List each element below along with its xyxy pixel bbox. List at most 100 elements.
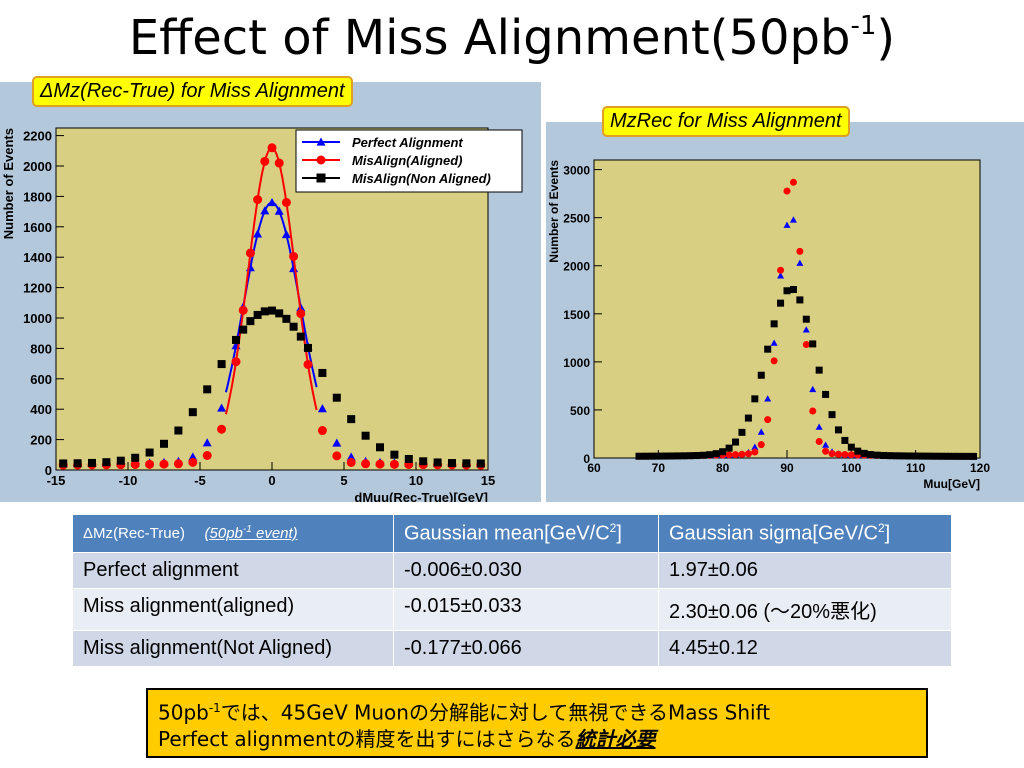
data-point [950, 452, 958, 460]
data-point [296, 309, 306, 319]
x-tick-label: 110 [906, 461, 926, 475]
series-square [59, 306, 485, 468]
data-point [725, 451, 733, 459]
x-tick-label: -5 [194, 473, 206, 488]
x-tick-label: 100 [841, 461, 861, 475]
data-point [674, 452, 682, 460]
data-point [253, 310, 262, 319]
data-point [815, 366, 823, 374]
data-point [145, 459, 155, 469]
left-histogram: 0 200 400 600 800 1000 1200 1400 1600 1800 2000 220… [1, 127, 523, 505]
data-point [267, 143, 277, 153]
data-point [873, 451, 881, 459]
data-point [267, 197, 277, 207]
data-point [822, 390, 830, 398]
data-point [751, 395, 759, 403]
data-point [246, 317, 255, 326]
data-point [232, 335, 240, 344]
data-point [789, 286, 797, 294]
table-row: Miss alignment(aligned) -0.015±0.033 2.3… [72, 587, 952, 631]
header-label: ΔMz(Rec-True) [83, 525, 185, 542]
x-tick-label: -10 [119, 473, 138, 488]
data-point [661, 452, 669, 460]
data-point [783, 287, 791, 295]
data-point [281, 230, 291, 239]
data-point [375, 459, 385, 469]
series-square [635, 286, 978, 460]
data-point [783, 221, 791, 228]
data-point [131, 453, 140, 462]
note-line-1: 50pb-1では、45GeV Muonの分解能に対して無視できるMass Shi… [158, 700, 771, 725]
data-point [332, 393, 341, 402]
header-mean-cell: Gaussian mean[GeV/C2] [393, 514, 659, 553]
data-point [303, 359, 313, 369]
right-histogram: 0 500 1000 1500 2000 2500 3000 60 70 80 90 100 110 12… [547, 159, 990, 491]
y-tick-label: 0 [583, 452, 590, 466]
data-point [253, 195, 263, 205]
data-point [770, 320, 778, 328]
y-tick-label: 2500 [563, 212, 590, 226]
data-point [296, 332, 305, 341]
data-point [822, 441, 830, 448]
data-point [289, 322, 298, 331]
x-tick-label: 120 [970, 461, 990, 475]
data-point [757, 428, 765, 435]
data-point [346, 452, 356, 461]
data-point [944, 452, 952, 460]
data-point [880, 451, 887, 459]
y-axis-label: Number of Events [1, 128, 16, 239]
data-point [841, 451, 849, 459]
data-point [789, 178, 797, 186]
data-point [648, 452, 656, 460]
data-point [389, 459, 399, 469]
data-point [725, 444, 733, 452]
plot-area [593, 159, 981, 459]
data-point [931, 452, 939, 460]
data-point [770, 357, 778, 365]
data-point [699, 451, 707, 459]
data-point [744, 450, 752, 458]
data-point [347, 415, 356, 424]
table-row: Perfect alignment -0.006±0.030 1.97±0.06 [72, 551, 952, 589]
data-point [130, 460, 140, 470]
data-point [361, 431, 370, 440]
y-tick-label: 1000 [23, 311, 52, 326]
x-tick-label: 5 [340, 473, 347, 488]
data-point [667, 452, 675, 460]
y-tick-label: 1400 [23, 250, 52, 265]
data-point [957, 452, 965, 460]
data-point [712, 450, 720, 458]
data-point [641, 452, 649, 460]
data-point [912, 452, 920, 460]
data-point [260, 156, 270, 166]
data-point [159, 459, 169, 469]
note-line-2: Perfect alignmentの精度を出すにはさらなる統計必要 [158, 726, 656, 751]
data-point [289, 251, 299, 261]
data-point [841, 436, 849, 444]
y-tick-label: 0 [45, 463, 52, 478]
x-tick-label: 15 [481, 473, 495, 488]
data-point [764, 416, 772, 424]
data-point [815, 438, 823, 446]
data-point [217, 360, 226, 369]
data-point [764, 395, 772, 402]
data-point [282, 314, 291, 323]
y-tick-label: 1800 [23, 189, 52, 204]
data-point [847, 443, 855, 451]
data-point [860, 449, 868, 457]
x-axis-label: Muu[GeV] [923, 477, 980, 491]
data-point [316, 137, 326, 146]
data-point [390, 450, 399, 459]
data-point [925, 452, 933, 460]
x-tick-label: 90 [780, 461, 794, 475]
data-point [738, 450, 746, 458]
data-point [462, 459, 471, 468]
data-point [796, 247, 804, 255]
data-point [970, 452, 978, 460]
left-plot-panel: 0 200 400 600 800 1000 1200 1400 1600 1800 2000 220… [0, 82, 541, 505]
data-point [796, 296, 804, 304]
data-point [317, 426, 327, 436]
data-point [217, 403, 227, 412]
right-plot-callout: MzRec for Miss Alignment [602, 106, 850, 137]
row-mean: -0.177±0.066 [393, 629, 659, 667]
